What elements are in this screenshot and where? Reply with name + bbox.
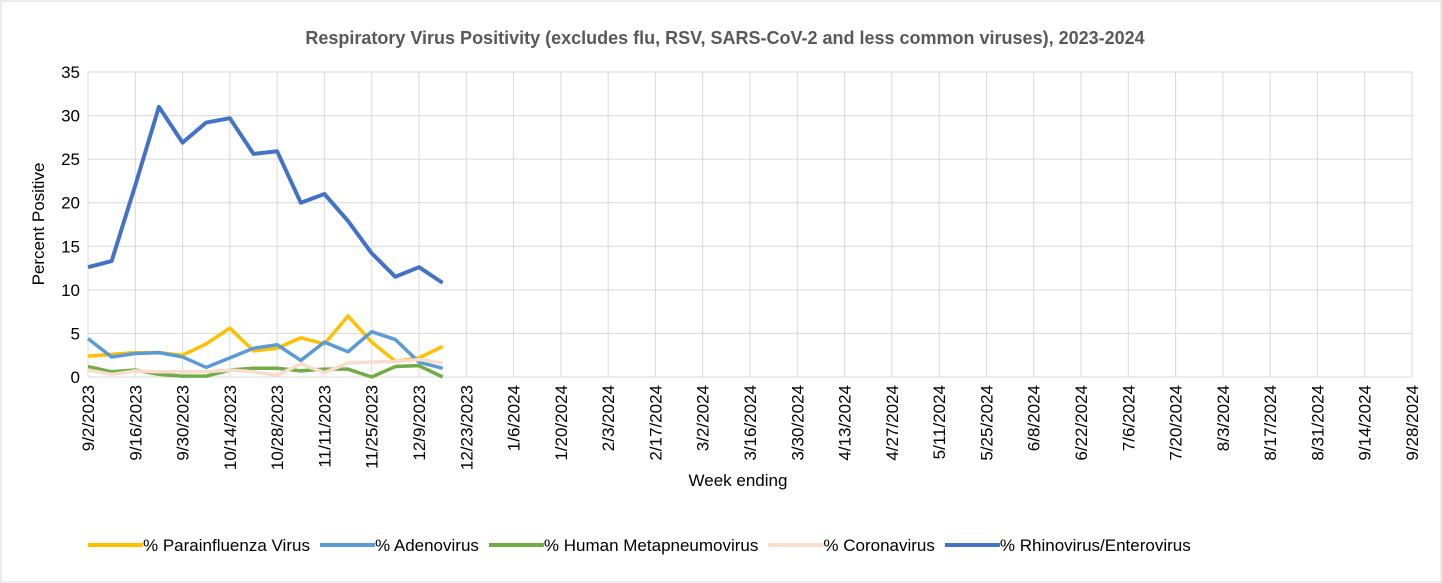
x-tick-label: 11/25/2023	[363, 385, 382, 469]
x-tick-label: 4/27/2024	[883, 385, 902, 461]
x-tick-label: 7/20/2024	[1167, 385, 1186, 461]
x-tick-label: 5/11/2024	[930, 385, 949, 459]
x-tick-label: 12/23/2023	[457, 385, 476, 470]
y-tick-label: 25	[61, 150, 80, 169]
y-axis-title: Percent Positive	[29, 163, 48, 286]
legend-label: % Rhinovirus/Enterovirus	[1000, 536, 1191, 555]
x-tick-label: 9/16/2023	[126, 385, 145, 461]
y-tick-label: 30	[61, 107, 80, 126]
y-tick-label: 20	[61, 194, 80, 213]
x-tick-label: 3/2/2024	[694, 385, 713, 451]
x-axis-title: Week ending	[689, 471, 788, 490]
x-tick-label: 8/17/2024	[1261, 385, 1280, 461]
x-tick-label: 5/25/2024	[977, 385, 996, 461]
legend-label: % Human Metapneumovirus	[544, 536, 758, 555]
x-tick-label: 9/30/2023	[174, 385, 193, 461]
x-tick-label: 8/31/2024	[1308, 385, 1327, 461]
x-tick-label: 12/9/2023	[410, 385, 429, 461]
y-tick-label: 0	[71, 368, 80, 387]
x-tick-label: 4/13/2024	[836, 385, 855, 461]
x-tick-label: 3/16/2024	[741, 385, 760, 461]
x-tick-label: 3/30/2024	[788, 385, 807, 461]
x-tick-label: 2/17/2024	[646, 385, 665, 461]
legend-label: % Coronavirus	[823, 536, 935, 555]
y-tick-label: 10	[61, 281, 80, 300]
x-tick-label: 10/28/2023	[268, 385, 287, 470]
series-line	[87, 104, 444, 285]
x-tick-label: 9/2/2023	[79, 385, 98, 451]
x-tick-label: 10/14/2023	[221, 385, 240, 470]
series-line	[86, 329, 444, 370]
y-tick-label: 5	[71, 324, 80, 343]
x-tick-label: 8/3/2024	[1214, 385, 1233, 451]
x-tick-label: 9/28/2024	[1403, 385, 1422, 461]
chart-title: Respiratory Virus Positivity (excludes f…	[305, 28, 1144, 48]
legend-label: % Adenovirus	[375, 536, 479, 555]
x-tick-label: 1/6/2024	[505, 385, 524, 451]
y-tick-label: 15	[61, 237, 80, 256]
series-line	[87, 357, 443, 378]
x-tick-label: 11/11/2023	[315, 385, 334, 468]
x-tick-label: 7/6/2024	[1119, 385, 1138, 451]
x-tick-label: 2/3/2024	[599, 385, 618, 451]
y-tick-label: 35	[61, 63, 80, 82]
legend-label: % Parainfluenza Virus	[143, 536, 310, 555]
x-tick-label: 6/8/2024	[1025, 385, 1044, 451]
x-tick-label: 9/14/2024	[1356, 385, 1375, 461]
x-tick-label: 1/20/2024	[552, 385, 571, 461]
x-tick-label: 6/22/2024	[1072, 385, 1091, 461]
